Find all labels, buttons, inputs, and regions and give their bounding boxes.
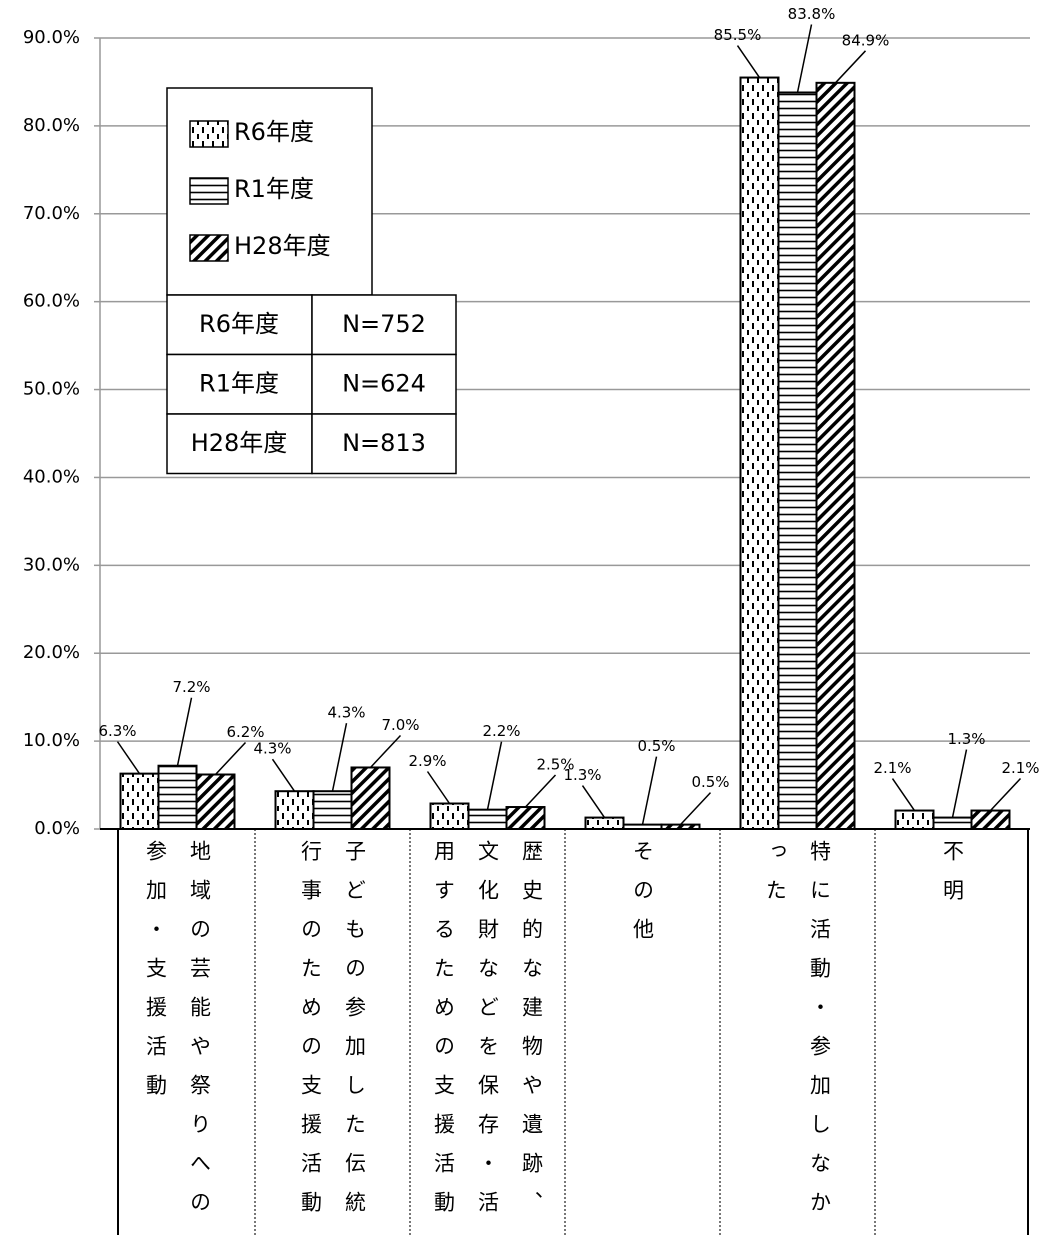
category-label-box: 子どもの参加した伝統行事のための支援活動 [255, 840, 410, 1235]
data-label: 0.5% [691, 773, 729, 791]
table-text: N=624 [342, 370, 426, 398]
bar [894, 809, 935, 831]
x-tick-label: 地域の芸能や祭りへの参加・支援活動 [143, 840, 212, 1230]
x-tick-label: その他 [630, 840, 655, 957]
table-text: N=752 [342, 310, 426, 338]
y-tick-label: 0.0% [34, 818, 80, 839]
data-label: 7.2% [172, 678, 210, 696]
bar [467, 808, 508, 830]
data-label: 4.3% [327, 704, 365, 722]
data-label: 84.9% [842, 31, 890, 49]
data-label: 6.3% [98, 722, 136, 740]
leader-line [989, 778, 1022, 812]
data-label: 2.9% [408, 752, 446, 770]
legend: R6年度 R1年度 H28年度 [166, 87, 373, 296]
data-label: 0.5% [637, 737, 675, 755]
leader-line [426, 771, 451, 804]
table-cell [166, 294, 313, 356]
y-tick-label: 70.0% [23, 203, 80, 224]
table-cell [311, 353, 457, 415]
bar [932, 816, 973, 831]
data-label: 85.5% [714, 26, 762, 44]
leader-line [524, 774, 557, 808]
leader-line [271, 758, 296, 792]
leader-line [486, 741, 503, 810]
table-text: R1年度 [199, 370, 279, 398]
data-label: 2.1% [1001, 759, 1039, 777]
category-label-box: 特に活動・参加しなかった [720, 840, 875, 1235]
leader-line [796, 24, 813, 93]
leader-line [369, 734, 402, 768]
leader-line [736, 45, 761, 78]
data-label: 2.5% [536, 756, 574, 774]
bar [505, 806, 546, 830]
table-cell [311, 413, 457, 475]
data-label: 1.3% [563, 766, 601, 784]
table-text: H28年度 [191, 429, 288, 457]
bar [815, 81, 856, 831]
leader-line [679, 792, 712, 826]
x-tick-label: 子どもの参加した伝統行事のための支援活動 [298, 840, 367, 1230]
n-table: R6年度 N=752 R1年度 N=624 H28年度 N=813 [166, 294, 457, 475]
y-tick-label: 80.0% [23, 115, 80, 136]
y-tick-label: 90.0% [23, 27, 80, 48]
bar [777, 91, 818, 831]
leader-line [214, 741, 247, 776]
leader-line [116, 741, 141, 775]
bar [274, 790, 315, 830]
y-tick-label: 40.0% [23, 466, 80, 487]
data-label: 83.8% [788, 5, 836, 23]
data-label: 4.3% [253, 740, 291, 758]
y-tick-label: 60.0% [23, 291, 80, 312]
leader-line [891, 778, 916, 811]
table-cell [166, 413, 313, 475]
x-tick-label: 特に活動・参加しなかった [763, 840, 832, 1230]
data-label: 7.0% [381, 716, 419, 734]
leader-line [581, 785, 606, 818]
bar [429, 802, 470, 830]
data-label: 2.1% [873, 759, 911, 777]
x-tick-label: 不明 [940, 840, 965, 918]
bar [312, 790, 353, 830]
data-label: 6.2% [226, 723, 264, 741]
legend-swatch [189, 234, 229, 262]
bar [195, 773, 236, 831]
data-label: 1.3% [947, 730, 985, 748]
table-text: N=813 [342, 429, 426, 457]
leader-line [331, 723, 348, 792]
x-tick-label: 歴史的な建物や遺跡、文化財などを保存・活用するための支援活動 [431, 840, 544, 1230]
legend-label: R1年度 [234, 175, 314, 203]
leader-line [951, 749, 968, 818]
y-tick-label: 50.0% [23, 379, 80, 400]
legend-label: H28年度 [234, 232, 331, 260]
category-label-box: 地域の芸能や祭りへの参加・支援活動 [100, 840, 255, 1235]
bar [739, 76, 780, 831]
data-label: 2.2% [482, 722, 520, 740]
leader-line [176, 697, 193, 766]
y-tick-label: 20.0% [23, 642, 80, 663]
bar [970, 809, 1011, 831]
leader-line [641, 756, 658, 825]
category-label-box: 不明 [875, 840, 1030, 1235]
table-text: R6年度 [199, 310, 279, 338]
y-tick-label: 10.0% [23, 730, 80, 751]
legend-swatch [189, 120, 229, 148]
leader-line [834, 50, 867, 84]
bar [157, 764, 198, 830]
bar [350, 766, 391, 831]
legend-label: R6年度 [234, 118, 314, 146]
y-tick-label: 30.0% [23, 554, 80, 575]
category-label-box: その他 [565, 840, 720, 1235]
bar [119, 772, 160, 831]
category-label-box: 歴史的な建物や遺跡、文化財などを保存・活用するための支援活動 [410, 840, 565, 1235]
bar [584, 816, 625, 831]
legend-swatch [189, 177, 229, 205]
